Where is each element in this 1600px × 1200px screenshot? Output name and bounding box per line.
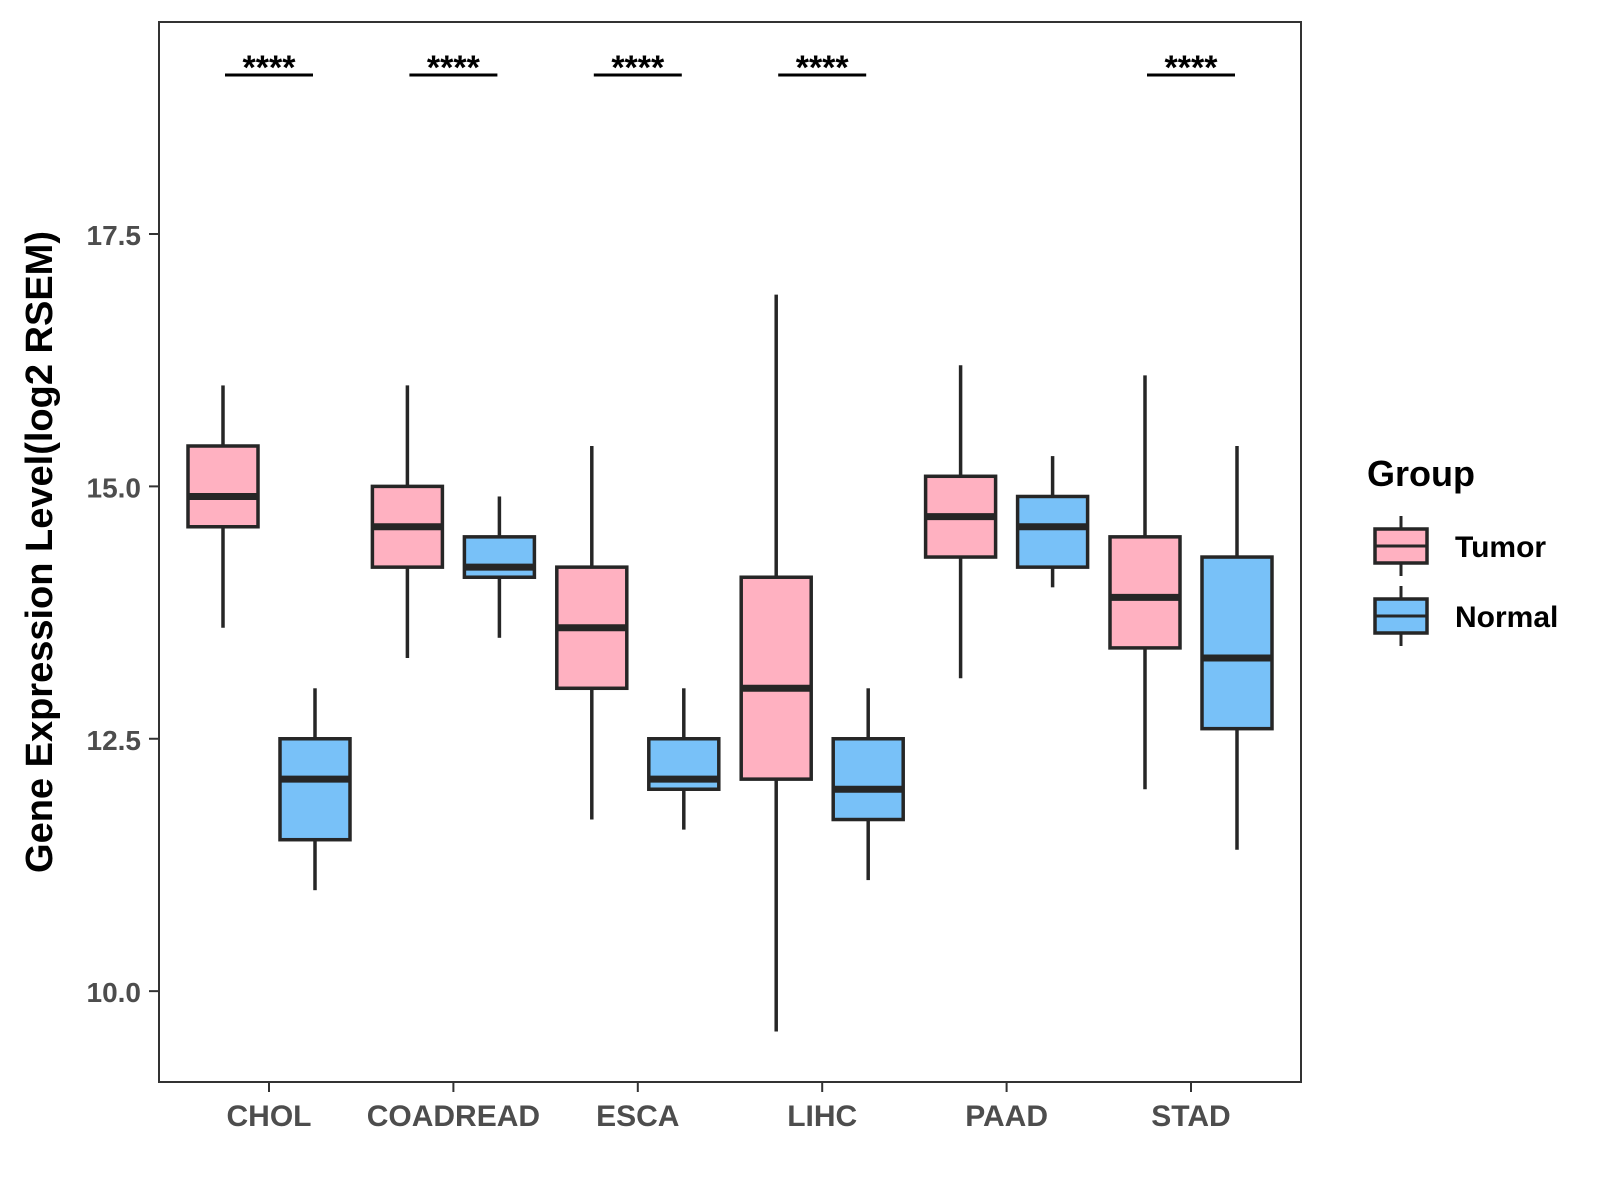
box-tumor-stad (1108, 375, 1182, 790)
significance-label: **** (796, 49, 850, 87)
y-tick-label: 17.5 (87, 220, 142, 251)
box-tumor-esca (555, 446, 629, 820)
box-tumor-lihc (739, 294, 813, 1032)
significance-label: **** (611, 49, 665, 87)
box-iqr (278, 737, 352, 842)
significance-label: **** (243, 49, 297, 87)
legend-key-normal (1373, 586, 1429, 646)
box-layer (186, 294, 1274, 1032)
x-tick-label: LIHC (787, 1100, 857, 1133)
y-axis-label: Gene Expression Level(log2 RSEM) (19, 231, 61, 873)
box-tumor-paad (923, 365, 998, 679)
legend-entry-label: Tumor (1455, 531, 1546, 564)
y-tick-label: 10.0 (87, 977, 142, 1008)
box-normal-esca (647, 688, 721, 830)
box-iqr (1015, 494, 1090, 569)
legend-key-tumor (1373, 516, 1429, 576)
significance-label: **** (427, 49, 481, 87)
box-normal-lihc (831, 688, 905, 881)
x-tick-label: PAAD (965, 1100, 1048, 1133)
box-normal-coadread (462, 496, 537, 638)
y-tick-label: 15.0 (87, 472, 142, 503)
x-tick-label: STAD (1151, 1100, 1230, 1133)
box-iqr (186, 444, 260, 529)
x-tick-label: COADREAD (367, 1100, 540, 1133)
box-iqr (1108, 535, 1182, 650)
y-axis-ticks: 10.0 12.5 15.0 17.5 (87, 220, 159, 1008)
box-normal-chol (278, 688, 352, 891)
box-normal-stad (1200, 446, 1274, 850)
box-iqr (831, 737, 905, 822)
box-tumor-coadread (370, 385, 445, 658)
plot-panel-border (158, 21, 1302, 1083)
legend-entry-label: Normal (1455, 601, 1558, 634)
box-iqr (1200, 555, 1274, 731)
significance-annotations: **** **** **** **** **** (225, 49, 1235, 87)
box-tumor-chol (186, 385, 260, 628)
legend: Group Tumor Normal (1367, 453, 1558, 646)
x-tick-label: ESCA (596, 1100, 679, 1133)
x-axis-ticks: CHOL COADREAD ESCA LIHC PAAD STAD (227, 1082, 1231, 1133)
box-iqr (462, 535, 537, 579)
box-iqr (739, 575, 813, 781)
y-tick-label: 12.5 (87, 725, 142, 756)
significance-label: **** (1165, 49, 1219, 87)
x-tick-label: CHOL (227, 1100, 312, 1133)
legend-title: Group (1367, 453, 1475, 494)
box-normal-paad (1015, 456, 1090, 588)
